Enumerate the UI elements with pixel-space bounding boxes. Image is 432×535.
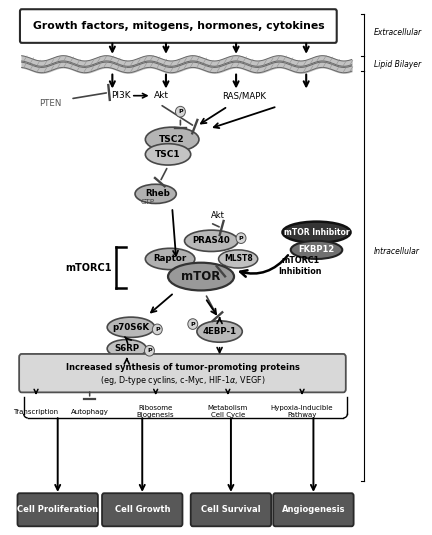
Ellipse shape <box>145 346 154 356</box>
Text: Growth factors, mitogens, hormones, cytokines: Growth factors, mitogens, hormones, cyto… <box>32 21 324 31</box>
Text: Angiogenesis: Angiogenesis <box>282 505 345 514</box>
Text: Raptor: Raptor <box>153 255 187 263</box>
Ellipse shape <box>168 263 234 291</box>
FancyArrowPatch shape <box>240 255 288 277</box>
Text: Autophagy: Autophagy <box>71 409 108 415</box>
Ellipse shape <box>107 340 146 358</box>
Text: p70S6K: p70S6K <box>112 323 149 332</box>
Text: Rheb: Rheb <box>145 189 170 198</box>
Text: Extracellular: Extracellular <box>374 28 422 37</box>
Text: Lipid Bilayer: Lipid Bilayer <box>374 60 421 68</box>
Text: Ribosome
Biogenesis: Ribosome Biogenesis <box>137 405 175 418</box>
Text: PRAS40: PRAS40 <box>193 236 230 246</box>
Text: 4EBP-1: 4EBP-1 <box>203 327 237 336</box>
Text: P: P <box>178 109 183 114</box>
FancyBboxPatch shape <box>191 493 271 526</box>
Text: mTOR Inhibitor: mTOR Inhibitor <box>284 228 349 237</box>
Ellipse shape <box>152 324 162 335</box>
Text: Hypoxia-Inducible
Pathway: Hypoxia-Inducible Pathway <box>271 405 334 418</box>
Text: PI3K: PI3K <box>111 91 130 100</box>
Ellipse shape <box>145 144 191 165</box>
Text: PTEN: PTEN <box>39 98 62 108</box>
FancyBboxPatch shape <box>17 493 98 526</box>
Ellipse shape <box>145 248 195 270</box>
Text: Intracellular: Intracellular <box>374 247 420 256</box>
Text: Akt: Akt <box>210 211 225 220</box>
Text: mTORC1
Inhibition: mTORC1 Inhibition <box>278 256 322 276</box>
Text: TSC1: TSC1 <box>155 150 181 159</box>
Ellipse shape <box>219 250 258 268</box>
Text: Increased synthesis of tumor-promoting proteins: Increased synthesis of tumor-promoting p… <box>66 363 299 372</box>
Text: GTP: GTP <box>140 200 155 205</box>
Text: Transcription: Transcription <box>13 409 59 415</box>
Text: P: P <box>239 235 243 241</box>
Text: FKBP12: FKBP12 <box>299 246 335 254</box>
FancyBboxPatch shape <box>273 493 354 526</box>
Ellipse shape <box>184 230 238 251</box>
Text: S6RP: S6RP <box>114 344 140 353</box>
Text: TSC2: TSC2 <box>159 135 185 144</box>
Text: Cell Proliferation: Cell Proliferation <box>17 505 98 514</box>
Text: P: P <box>191 322 195 326</box>
Ellipse shape <box>135 184 176 203</box>
Text: MLST8: MLST8 <box>224 255 253 263</box>
Text: mTOR: mTOR <box>181 270 221 283</box>
FancyBboxPatch shape <box>19 354 346 392</box>
Text: P: P <box>147 348 152 353</box>
Ellipse shape <box>175 106 185 117</box>
Ellipse shape <box>236 233 246 243</box>
Text: P: P <box>155 327 159 332</box>
Ellipse shape <box>283 221 350 243</box>
Text: Cell Growth: Cell Growth <box>114 505 170 514</box>
Ellipse shape <box>145 127 199 152</box>
Ellipse shape <box>197 321 242 342</box>
Text: (eg, D-type cyclins, c-Myc, HIF-1$\alpha$, VEGF): (eg, D-type cyclins, c-Myc, HIF-1$\alpha… <box>100 374 265 387</box>
Text: RAS/MAPK: RAS/MAPK <box>222 91 267 100</box>
Text: Cell Survival: Cell Survival <box>201 505 261 514</box>
Text: Akt: Akt <box>154 91 169 100</box>
FancyBboxPatch shape <box>20 9 337 43</box>
Ellipse shape <box>291 241 342 259</box>
FancyBboxPatch shape <box>102 493 182 526</box>
Text: Metabolism
Cell Cycle: Metabolism Cell Cycle <box>208 405 248 418</box>
Ellipse shape <box>188 319 198 330</box>
Ellipse shape <box>107 317 155 338</box>
Text: mTORC1: mTORC1 <box>66 263 112 272</box>
